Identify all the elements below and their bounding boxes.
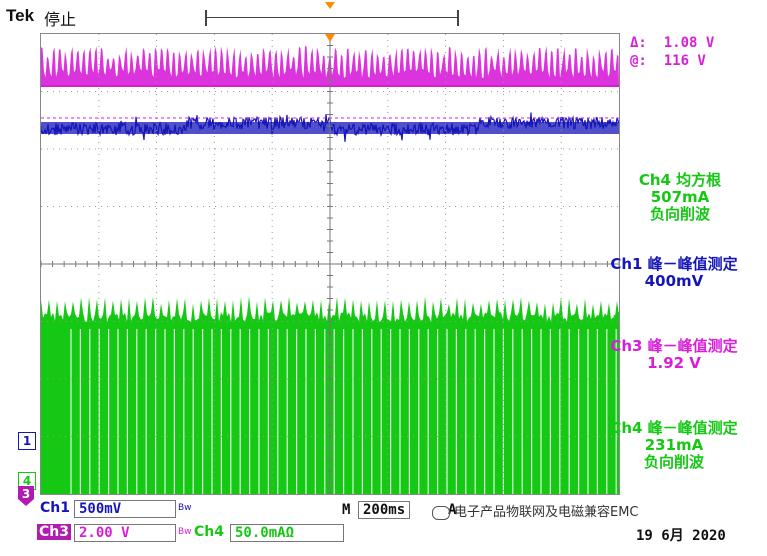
measurement-ch4-pkpk: Ch4 峰－峰值测定 231mA 负向削波 [588, 420, 760, 471]
ch1-ground-marker[interactable]: 1 [18, 432, 36, 450]
ch3-label[interactable]: Ch3 [37, 524, 71, 540]
top-bar: Tek 停止 [0, 0, 767, 32]
watermark: 电子产品物联网及电磁兼容EMC [432, 501, 639, 520]
trigger-position-marker[interactable] [325, 2, 335, 9]
waveform-display[interactable] [40, 33, 620, 495]
trigger-marker [325, 34, 335, 42]
cursor-at-value: 116 V [663, 53, 706, 69]
cursor-readout: Δ: 1.08 V @: 116 V [630, 34, 714, 70]
ch1-bw-limit: Bw [178, 503, 192, 513]
watermark-text: 电子产品物联网及电磁兼容EMC [454, 505, 639, 520]
date-display: 19 6月 2020 [636, 528, 726, 544]
measurement-value: 231mA [644, 436, 704, 454]
cursor-at-label: @: [630, 53, 647, 69]
ch3-bw-limit: Bw [178, 527, 192, 537]
brand-logo: Tek [6, 6, 35, 25]
measurement-ch1-pkpk: Ch1 峰－峰值测定 400mV [588, 256, 760, 290]
waveform-canvas [41, 34, 619, 494]
wechat-icon [432, 505, 450, 520]
ch4-waveform-gaps [70, 329, 617, 494]
measurement-title: Ch1 峰－峰值测定 [610, 255, 738, 273]
timebase-label: M [342, 502, 351, 518]
trigger-source: A [448, 502, 457, 518]
measurement-title: Ch3 峰－峰值测定 [610, 337, 738, 355]
ch4-scale[interactable]: 50.0mAΩ [230, 524, 344, 542]
measurement-ch4-rms: Ch4 均方根 507mA 负向削波 [620, 172, 740, 223]
measurement-title: Ch4 均方根 [638, 171, 722, 189]
ch4-label[interactable]: Ch4 [194, 524, 224, 540]
measurement-ch3-pkpk: Ch3 峰－峰值测定 1.92 V [588, 338, 760, 372]
record-window-bracket [205, 10, 459, 26]
ch4-level-marker [613, 312, 619, 320]
measurement-value: 1.92 V [647, 354, 701, 372]
cursor-delta-label: Δ: [630, 35, 647, 51]
cursor-delta-value: 1.08 V [663, 35, 715, 51]
ch1-scale[interactable]: 500mV [74, 500, 176, 518]
ch3-scale[interactable]: 2.00 V [74, 524, 176, 542]
ch1-label[interactable]: Ch1 [40, 500, 70, 516]
run-state: 停止 [44, 10, 77, 29]
measurement-value: 400mV [644, 272, 704, 290]
measurement-note: 负向削波 [643, 453, 704, 471]
timebase-value[interactable]: 200ms [358, 501, 411, 519]
measurement-title: Ch4 峰－峰值测定 [610, 419, 738, 437]
ch3-ground-marker[interactable]: 3 [18, 486, 34, 506]
measurement-note: 负向削波 [649, 205, 710, 223]
measurement-value: 507mA [650, 188, 710, 206]
